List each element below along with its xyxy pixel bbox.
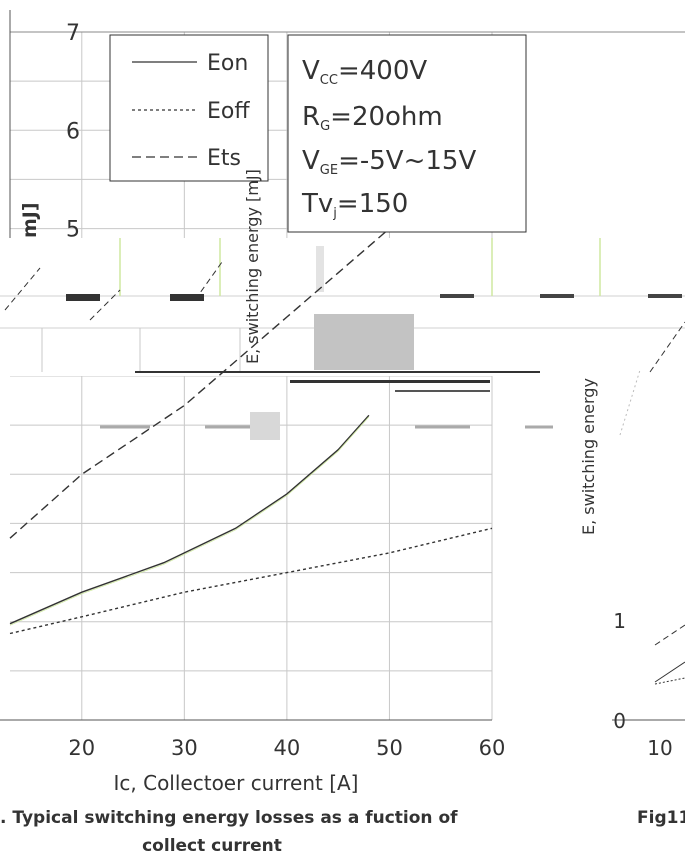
right-panel-ylabel: E, switching energy [579, 378, 598, 535]
right-panel-caption: Fig11 [637, 808, 685, 828]
series-eon-shadow [9, 416, 370, 626]
x-tick-30: 30 [171, 736, 198, 760]
right-panel-ytick-1: 1 [613, 609, 626, 633]
legend-ets-label: Ets [207, 146, 241, 171]
conditions-box: VCC=400V RG=20ohm VGE=-5V~15V Tvj=150 [287, 34, 527, 233]
y-tick-7: 7 [66, 21, 80, 46]
x-tick-60: 60 [479, 736, 506, 760]
legend-eoff-label: Eoff [207, 99, 250, 124]
condition-vge: VGE=-5V~15V [302, 146, 476, 178]
glitch-artifacts [0, 238, 685, 440]
figure-caption-line2: collect current [142, 836, 282, 856]
condition-tvj: Tvj=150 [301, 189, 408, 221]
condition-vcc: VCC=400V [302, 56, 427, 88]
y-axis-label-fragment: mJ] [19, 202, 41, 238]
x-tick-40: 40 [274, 736, 301, 760]
series-eoff-line [9, 527, 493, 635]
right-panel: E, switching energy 1 0 10 Fig11 [579, 378, 685, 828]
y-tick-labels: 7 6 5 [66, 21, 80, 243]
x-tick-20: 20 [68, 736, 95, 760]
condition-rg: RG=20ohm [302, 102, 443, 134]
y-tick-5: 5 [66, 218, 80, 243]
axes [0, 10, 685, 721]
x-tick-50: 50 [376, 736, 403, 760]
figure-caption-line1: . Typical switching energy losses as a f… [0, 808, 458, 828]
x-axis-label: Ic, Collectoer current [A] [114, 771, 359, 795]
y-axis-label: E, switching energy [mJ] [243, 169, 262, 364]
y-tick-6: 6 [66, 119, 80, 144]
legend-eon-label: Eon [207, 51, 248, 76]
x-tick-labels: 20 30 40 50 60 [68, 736, 505, 760]
legend: Eon Eoff Ets [109, 34, 269, 182]
right-panel-xtick-10: 10 [647, 736, 672, 760]
series-eon-line [9, 414, 370, 625]
right-panel-ytick-0: 0 [613, 709, 626, 733]
